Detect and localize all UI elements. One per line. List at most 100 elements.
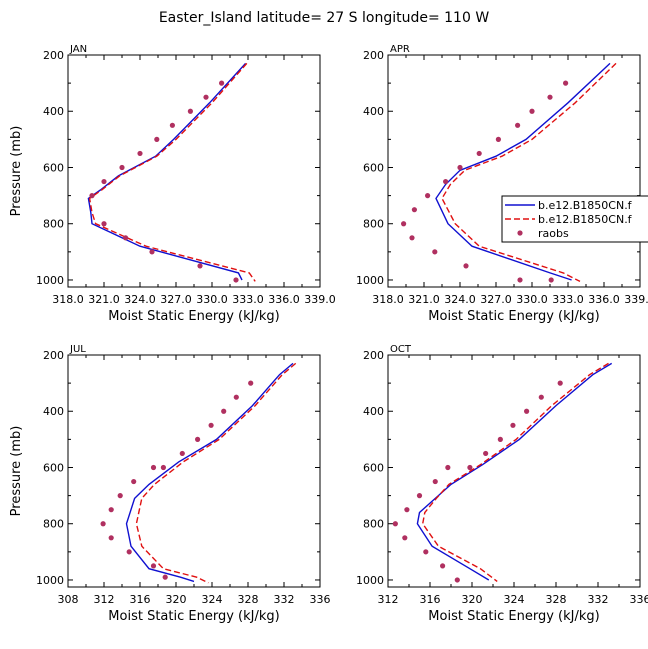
raobs-point [149,249,155,255]
raobs-point [89,193,95,199]
y-tick-label: 200 [363,349,384,362]
y-tick-label: 600 [43,461,64,474]
x-tick-label: 320 [166,593,187,606]
x-tick-label: 327.0 [480,293,512,306]
x-tick-label: 336 [630,593,648,606]
raobs-point [563,80,569,86]
y-tick-label: 400 [43,405,64,418]
raobs-point [402,535,408,541]
model-line-solid [435,62,611,281]
raobs-point [203,94,209,100]
x-tick-label: 328 [238,593,259,606]
raobs-point [467,464,473,471]
raobs-point [150,464,157,471]
model-line-dashed [135,362,297,584]
y-tick-label: 400 [43,105,64,118]
y-tick-label: 200 [43,49,64,62]
plot-area [100,362,297,584]
y-tick-label: 200 [43,349,64,362]
raobs-point [416,493,423,499]
panel-label: JUL [69,344,86,355]
x-tick-label: 318.0 [52,293,84,306]
raobs-point [108,535,114,541]
raobs-point [392,521,398,527]
raobs-point [497,436,503,442]
x-axis-title: Moist Static Energy (kJ/kg) [428,309,599,324]
raobs-point [233,394,239,400]
raobs-point [538,394,544,400]
raobs-point [432,249,438,255]
plot-area [87,62,256,283]
raobs-point [101,221,107,227]
raobs-point [162,574,168,580]
y-axis-title: Pressure (mb) [9,426,24,517]
y-tick-label: 800 [43,518,64,531]
plot-area [392,362,613,583]
x-tick-label: 321.0 [408,293,440,306]
raobs-point [160,464,166,471]
raobs-point [195,436,201,442]
x-tick-label: 318.0 [372,293,404,306]
figure-title: Easter_Island latitude= 27 S longitude= … [159,10,489,26]
raobs-point [137,150,143,157]
raobs-point [445,464,451,471]
y-axis-title: Pressure (mb) [9,126,24,217]
y-tick-label: 600 [43,161,64,174]
raobs-point [547,94,553,100]
legend-marker-dot [517,230,523,236]
raobs-point [515,122,521,128]
x-tick-label: 316 [130,593,151,606]
panel-label: JAN [69,44,87,55]
y-tick-label: 1000 [36,574,64,587]
panel-label: APR [390,44,410,55]
x-tick-label: 330.0 [196,293,228,306]
legend-label: b.e12.B1850CN.f [538,213,633,226]
x-tick-label: 312 [378,593,399,606]
plot-area [401,62,617,283]
model-line-dashed [421,362,609,582]
y-tick-label: 800 [363,218,384,231]
x-tick-label: 333.0 [232,293,264,306]
x-axis-title: Moist Static Energy (kJ/kg) [108,309,279,324]
raobs-point [457,164,463,171]
raobs-point [495,136,501,142]
x-tick-label: 324 [202,593,223,606]
raobs-point [150,563,157,569]
x-tick-label: 332 [588,593,609,606]
raobs-point [548,277,554,283]
x-tick-label: 321.0 [88,293,120,306]
raobs-point [208,422,214,428]
raobs-point [443,178,449,185]
raobs-point [524,408,530,414]
x-tick-label: 327.0 [160,293,192,306]
legend-label: raobs [538,227,569,240]
y-tick-label: 400 [363,105,384,118]
x-tick-label: 320 [462,593,483,606]
raobs-point [179,450,185,457]
x-tick-label: 336 [310,593,331,606]
panel-apr: APR 200 400 600 800 1000 318.0 321.0 324.0 327.0 3… [356,44,648,324]
raobs-point [454,577,460,583]
raobs-point [219,80,225,86]
y-tick-label: 800 [43,218,64,231]
raobs-point [440,563,446,569]
raobs-point [126,549,132,555]
raobs-point [131,478,137,485]
model-line-dashed [441,62,617,283]
x-tick-label: 339.0 [624,293,648,306]
raobs-point [517,277,523,283]
y-tick-label: 1000 [356,574,384,587]
x-tick-label: 324 [504,593,525,606]
raobs-point [463,263,469,269]
panel-oct: OCT 200 400 600 800 1000 312 316 320 324 328 332 336… [356,344,648,624]
raobs-point [154,136,160,142]
panels: JAN 200 400 600 800 1000 318.0 321.0 324.0 327.0 3… [9,44,648,624]
raobs-point [248,380,254,386]
raobs-point [432,478,438,485]
raobs-point [169,122,175,128]
x-tick-label: 324.0 [124,293,156,306]
x-axis-title: Moist Static Energy (kJ/kg) [108,609,279,624]
raobs-point [483,450,489,457]
